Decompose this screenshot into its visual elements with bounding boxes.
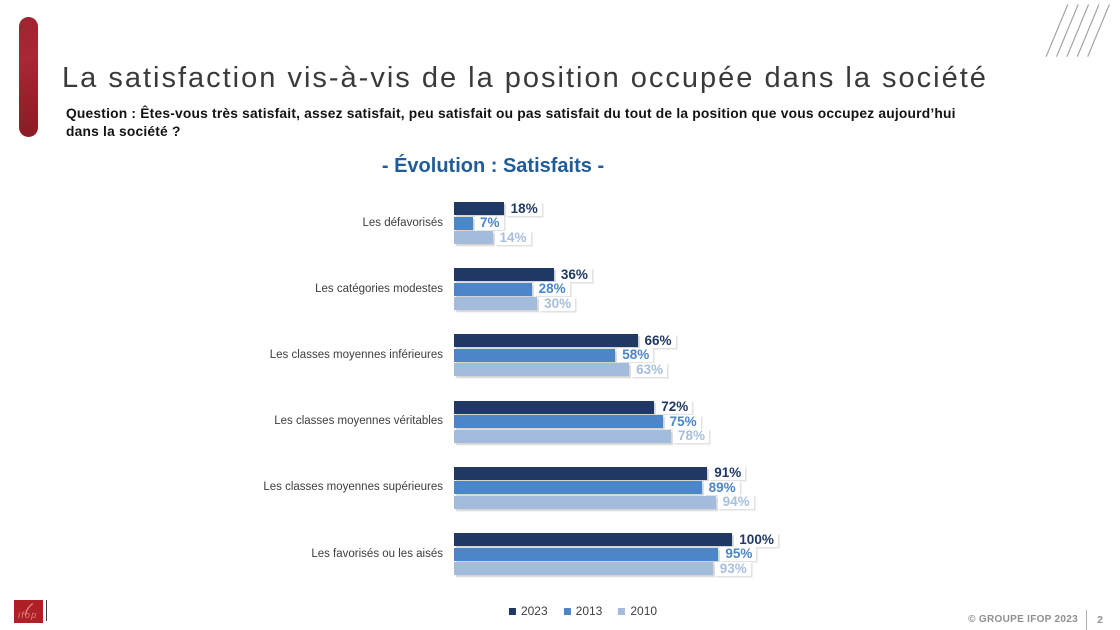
legend-swatch-2013 <box>563 607 571 615</box>
value-label-2023: 100% <box>734 532 778 547</box>
value-label-2010: 63% <box>631 362 668 377</box>
bar-2010 <box>453 495 716 509</box>
bar-2010 <box>453 231 493 244</box>
chart-title: - Évolution : Satisfaits - <box>381 154 605 177</box>
bar-2023 <box>453 202 504 215</box>
value-label-2023: 72% <box>656 400 693 415</box>
bar-2013 <box>453 216 474 230</box>
category-label: Les défavorisés <box>362 216 443 229</box>
value-label-2013: 58% <box>617 348 654 363</box>
bar-2023 <box>453 533 733 546</box>
page-title: La satisfaction vis-à-vis de la position… <box>62 61 988 94</box>
bar-2010 <box>453 363 630 377</box>
bar-2010 <box>453 429 671 443</box>
category-label: Les favorisés ou les aisés <box>311 547 443 560</box>
legend-item-2023: 2023 <box>508 604 548 618</box>
legend-label: 2013 <box>575 604 603 618</box>
legend-swatch-2010 <box>618 607 626 615</box>
category-label: Les classes moyennes supérieures <box>263 481 443 494</box>
legend-swatch-2023 <box>508 607 516 615</box>
page-number: 2 <box>1097 613 1103 626</box>
value-label-2013: 28% <box>533 282 570 297</box>
value-label-2013: 7% <box>475 216 504 230</box>
value-label-2023: 36% <box>555 267 592 282</box>
question-line: dans la société ? <box>66 123 181 139</box>
copyright-text: © GROUPE IFOP 2023 <box>968 614 1078 625</box>
value-label-2013: 89% <box>703 480 740 495</box>
legend-label: 2010 <box>630 604 658 618</box>
value-label-2010: 14% <box>494 230 531 245</box>
bar-2010 <box>453 562 713 575</box>
question-text: Question : Êtes-vous très satisfait, ass… <box>66 105 956 141</box>
diagonal-lines-decoration <box>1045 4 1110 57</box>
bar-2010 <box>453 297 538 311</box>
question-line: Question : Êtes-vous très satisfait, ass… <box>66 106 956 121</box>
bar-2023 <box>453 400 655 414</box>
value-label-2013: 75% <box>664 414 701 429</box>
bar-2013 <box>453 282 532 296</box>
category-label: Les catégories modestes <box>315 282 443 295</box>
legend-item-2013: 2013 <box>563 604 603 618</box>
bar-2013 <box>453 481 702 495</box>
legend-item-2010: 2010 <box>618 604 657 618</box>
bar-2023 <box>453 466 708 480</box>
chart-legend: 2023 2013 2010 <box>508 604 657 618</box>
bar-2023 <box>453 268 554 282</box>
ifop-logo-text: ifop <box>18 610 37 620</box>
legend-label: 2023 <box>520 604 548 618</box>
value-label-2010: 94% <box>717 495 754 510</box>
page-number-divider <box>1086 610 1088 630</box>
value-label-2013: 95% <box>720 547 757 561</box>
category-label: Les classes moyennes véritables <box>274 415 443 428</box>
bar-2013 <box>453 547 719 561</box>
value-label-2010: 93% <box>714 561 751 576</box>
value-label-2010: 78% <box>672 429 709 444</box>
value-label-2010: 30% <box>539 296 576 311</box>
red-accent-bar <box>19 17 38 137</box>
category-label: Les classes moyennes inférieures <box>269 348 443 361</box>
value-label-2023: 18% <box>505 201 542 216</box>
value-label-2023: 66% <box>639 333 676 348</box>
bar-2013 <box>453 415 663 429</box>
ifop-logo: ifop <box>14 599 43 623</box>
logo-divider-line <box>45 600 48 621</box>
bar-2023 <box>453 334 638 348</box>
value-label-2023: 91% <box>709 466 746 481</box>
bar-2013 <box>453 348 616 362</box>
